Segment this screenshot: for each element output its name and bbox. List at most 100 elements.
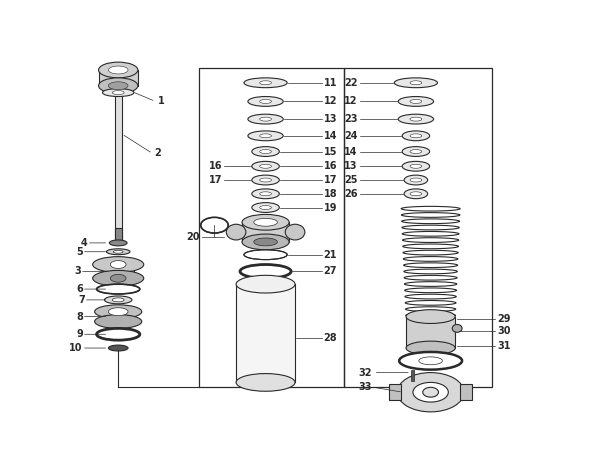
- Ellipse shape: [410, 134, 422, 138]
- Ellipse shape: [252, 175, 279, 185]
- Ellipse shape: [108, 82, 128, 90]
- Ellipse shape: [108, 308, 128, 315]
- Text: 21: 21: [324, 250, 337, 260]
- Bar: [99, 70, 138, 86]
- Ellipse shape: [410, 150, 422, 153]
- Ellipse shape: [394, 78, 437, 88]
- Ellipse shape: [112, 91, 124, 95]
- Ellipse shape: [398, 114, 434, 124]
- Ellipse shape: [402, 162, 430, 171]
- Text: 11: 11: [324, 78, 337, 88]
- Bar: [199, 68, 344, 387]
- Bar: [389, 384, 401, 400]
- Text: 29: 29: [497, 314, 511, 323]
- Bar: [236, 284, 295, 382]
- Ellipse shape: [95, 305, 142, 319]
- Ellipse shape: [259, 178, 271, 182]
- Ellipse shape: [110, 261, 126, 268]
- Ellipse shape: [410, 99, 422, 104]
- Ellipse shape: [259, 192, 271, 196]
- Ellipse shape: [259, 164, 271, 168]
- Text: 13: 13: [345, 162, 358, 171]
- Text: 2: 2: [155, 149, 161, 159]
- Text: 5: 5: [76, 247, 83, 257]
- Text: 31: 31: [497, 341, 511, 351]
- Bar: [344, 68, 491, 387]
- Text: 19: 19: [324, 202, 337, 212]
- Ellipse shape: [93, 256, 144, 272]
- Ellipse shape: [108, 345, 128, 351]
- Ellipse shape: [110, 275, 126, 282]
- Ellipse shape: [406, 310, 455, 323]
- Ellipse shape: [252, 162, 279, 171]
- Text: 27: 27: [324, 266, 337, 276]
- Text: 20: 20: [186, 232, 200, 242]
- Ellipse shape: [404, 189, 428, 199]
- Ellipse shape: [423, 387, 439, 397]
- Ellipse shape: [99, 78, 138, 94]
- Text: 9: 9: [76, 329, 83, 339]
- Ellipse shape: [96, 284, 140, 294]
- Ellipse shape: [398, 96, 434, 106]
- Ellipse shape: [413, 382, 448, 402]
- Ellipse shape: [108, 66, 128, 74]
- Text: 16: 16: [324, 162, 337, 171]
- Ellipse shape: [252, 203, 279, 212]
- Text: 16: 16: [209, 162, 223, 171]
- Ellipse shape: [99, 62, 138, 78]
- Text: 33: 33: [358, 382, 372, 392]
- Ellipse shape: [244, 78, 287, 88]
- Ellipse shape: [259, 81, 271, 85]
- Ellipse shape: [102, 89, 134, 96]
- Ellipse shape: [285, 224, 305, 240]
- Text: 1: 1: [158, 96, 164, 106]
- Ellipse shape: [242, 234, 289, 250]
- Ellipse shape: [406, 341, 455, 355]
- Ellipse shape: [452, 324, 462, 332]
- Ellipse shape: [410, 164, 422, 168]
- Text: 4: 4: [81, 238, 87, 248]
- Text: 3: 3: [74, 266, 81, 276]
- Bar: [104, 312, 133, 322]
- Bar: [460, 384, 472, 400]
- Bar: [115, 95, 121, 240]
- Bar: [102, 265, 134, 278]
- Ellipse shape: [259, 206, 271, 209]
- Ellipse shape: [93, 270, 144, 286]
- Text: 30: 30: [497, 326, 511, 336]
- Text: 17: 17: [209, 175, 223, 185]
- Ellipse shape: [244, 250, 287, 260]
- Text: 28: 28: [324, 333, 337, 343]
- Ellipse shape: [112, 298, 124, 302]
- Ellipse shape: [402, 147, 430, 156]
- Text: 22: 22: [345, 78, 358, 88]
- Text: 18: 18: [324, 189, 337, 199]
- Ellipse shape: [404, 175, 428, 185]
- Text: 14: 14: [345, 146, 358, 157]
- Text: 13: 13: [324, 114, 337, 124]
- Ellipse shape: [410, 178, 422, 182]
- Ellipse shape: [226, 224, 246, 240]
- Ellipse shape: [113, 250, 123, 253]
- Text: 12: 12: [324, 96, 337, 106]
- Ellipse shape: [236, 276, 295, 293]
- Ellipse shape: [248, 131, 283, 141]
- Ellipse shape: [402, 131, 430, 141]
- Text: 32: 32: [358, 368, 372, 378]
- Ellipse shape: [259, 117, 271, 121]
- Ellipse shape: [254, 218, 277, 226]
- Ellipse shape: [399, 352, 462, 370]
- Text: 7: 7: [78, 295, 85, 305]
- Ellipse shape: [259, 150, 271, 153]
- Bar: [115, 228, 121, 240]
- Ellipse shape: [236, 373, 295, 391]
- Bar: [406, 317, 455, 348]
- Ellipse shape: [242, 214, 289, 230]
- Ellipse shape: [259, 134, 271, 138]
- Ellipse shape: [419, 357, 443, 365]
- Text: 17: 17: [324, 175, 337, 185]
- Text: 25: 25: [345, 175, 358, 185]
- Ellipse shape: [254, 238, 277, 246]
- Text: 15: 15: [324, 146, 337, 157]
- Text: 6: 6: [76, 284, 83, 294]
